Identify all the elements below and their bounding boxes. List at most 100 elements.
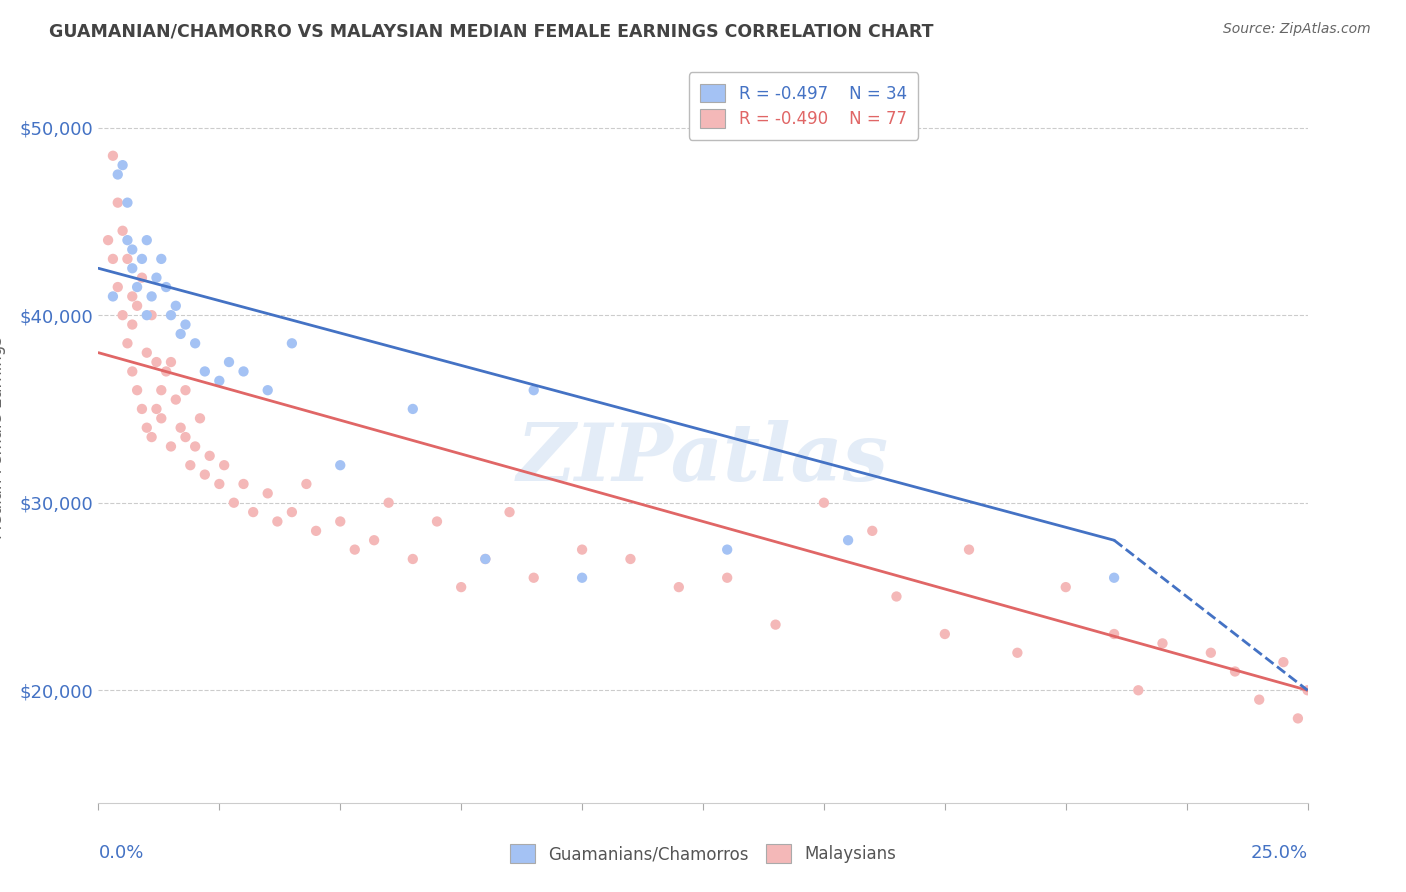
Point [107,280,129,294]
Point [474,552,496,566]
Point [523,383,546,397]
Point [716,542,738,557]
Point [184,440,207,454]
Point [208,374,231,388]
Point [121,243,143,257]
Point [716,571,738,585]
Point [155,280,177,294]
Point [150,411,173,425]
Point [160,308,183,322]
Point [218,355,240,369]
Y-axis label: Median Female Earnings: Median Female Earnings [0,335,6,539]
Legend: Guamanians/Chamorros, Malaysians: Guamanians/Chamorros, Malaysians [499,833,907,875]
Point [107,195,129,210]
Point [174,318,197,332]
Point [886,590,908,604]
Point [1296,683,1319,698]
Point [131,401,153,416]
Point [256,383,278,397]
Point [813,496,835,510]
Point [135,308,157,322]
Point [1249,692,1271,706]
Point [571,542,593,557]
Point [934,627,956,641]
Point [145,270,167,285]
Point [450,580,472,594]
Point [194,467,217,482]
Text: Source: ZipAtlas.com: Source: ZipAtlas.com [1223,22,1371,37]
Point [329,458,352,473]
Point [127,280,149,294]
Point [1223,665,1246,679]
Point [256,486,278,500]
Point [117,252,139,266]
Point [571,571,593,585]
Point [295,477,318,491]
Point [1152,636,1174,650]
Point [160,355,183,369]
Point [1286,711,1309,725]
Point [131,270,153,285]
Point [174,383,197,397]
Point [343,542,366,557]
Point [402,552,425,566]
Point [101,149,124,163]
Point [860,524,883,538]
Point [1199,646,1222,660]
Point [474,552,496,566]
Point [281,336,304,351]
Point [1054,580,1077,594]
Point [150,252,173,266]
Legend: R = -0.497    N = 34, R = -0.490    N = 77: R = -0.497 N = 34, R = -0.490 N = 77 [689,72,918,140]
Point [281,505,304,519]
Point [121,289,143,303]
Point [169,326,191,341]
Point [184,336,207,351]
Point [1007,646,1029,660]
Point [145,355,167,369]
Point [101,252,124,266]
Point [141,430,163,444]
Point [363,533,385,548]
Text: ZIPatlas: ZIPatlas [517,420,889,498]
Point [127,299,149,313]
Point [117,195,139,210]
Text: 0.0%: 0.0% [98,844,143,862]
Point [169,420,191,434]
Point [1272,655,1295,669]
Point [222,496,245,510]
Point [111,158,134,172]
Point [121,261,143,276]
Point [165,299,187,313]
Point [97,233,120,247]
Point [117,336,139,351]
Text: 25.0%: 25.0% [1250,844,1308,862]
Point [498,505,520,519]
Point [198,449,221,463]
Point [155,364,177,378]
Point [668,580,690,594]
Point [329,515,352,529]
Point [135,233,157,247]
Text: GUAMANIAN/CHAMORRO VS MALAYSIAN MEDIAN FEMALE EARNINGS CORRELATION CHART: GUAMANIAN/CHAMORRO VS MALAYSIAN MEDIAN F… [49,22,934,40]
Point [426,515,449,529]
Point [111,308,134,322]
Point [121,318,143,332]
Point [121,364,143,378]
Point [377,496,399,510]
Point [232,477,254,491]
Point [1102,571,1125,585]
Point [179,458,201,473]
Point [232,364,254,378]
Point [1102,627,1125,641]
Point [765,617,787,632]
Point [174,430,197,444]
Point [141,289,163,303]
Point [188,411,211,425]
Point [165,392,187,407]
Point [117,233,139,247]
Point [1128,683,1150,698]
Point [160,440,183,454]
Point [141,308,163,322]
Point [619,552,641,566]
